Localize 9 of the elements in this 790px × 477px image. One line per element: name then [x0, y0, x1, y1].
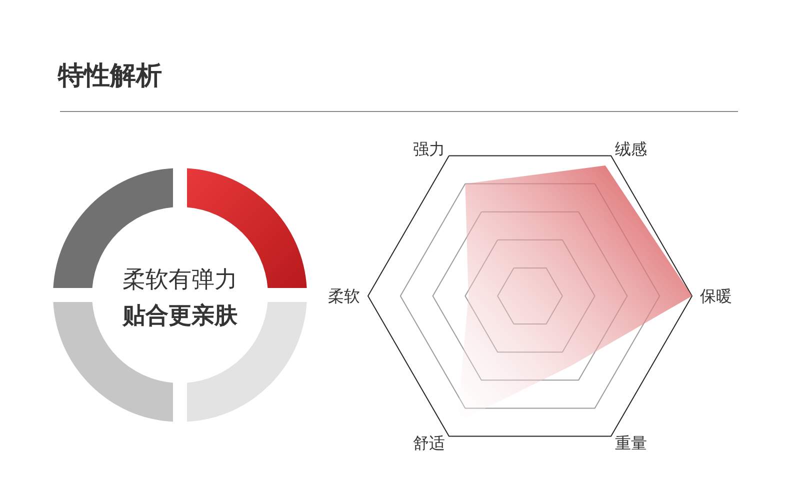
spoke-label: 柔软 — [328, 286, 360, 306]
spoke-label: 保暖 — [700, 286, 732, 306]
spoke-label: 绒感 — [615, 139, 647, 158]
text: 特性解析 — [58, 60, 162, 93]
text: 贴合更亲肤 — [121, 302, 238, 331]
spoke-label: 重量 — [615, 434, 647, 453]
spoke-label: 强力 — [413, 139, 445, 158]
spoke-label: 舒适 — [413, 434, 445, 453]
text: 柔软有弹力 — [122, 266, 238, 295]
